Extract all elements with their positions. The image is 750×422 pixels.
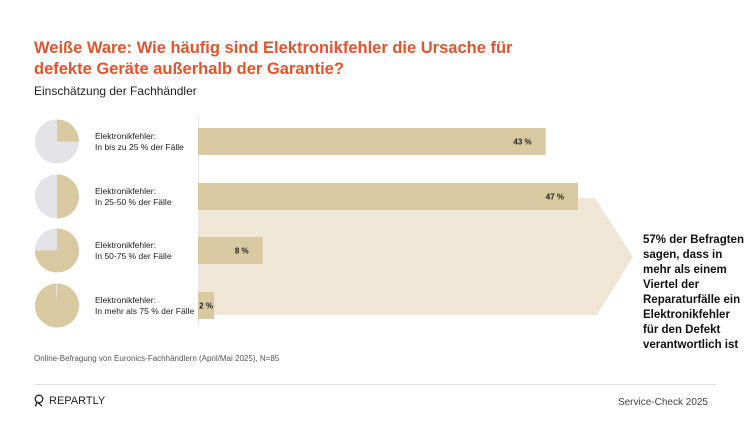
category-label: Elektronikfehler: In mehr als 75 % der Fä… (95, 295, 194, 317)
chart-title: Weiße Ware: Wie häufig sind Elektronikfe… (34, 39, 513, 78)
repartly-logo: REPARTLY (34, 394, 105, 407)
bar (198, 292, 215, 319)
pie-icon-slice (57, 174, 79, 219)
pie-icon-slice (35, 283, 80, 328)
category-label-line: In mehr als 75 % der Fälle (95, 306, 195, 316)
pie-icon-slice (35, 228, 79, 273)
bar (198, 237, 263, 264)
bar (198, 183, 578, 210)
callout-text: 57% der Befragten sagen, dass in mehr al… (643, 234, 744, 351)
bar-chart: 43 % 47 % 8 % 2 % (35, 115, 633, 328)
category-label-line: Elektronikfehler: (95, 295, 156, 305)
footer-brand: Service-Check 2025 (617, 397, 708, 408)
bar-value-label: 47 % (546, 193, 564, 202)
category-label-line: Elektronikfehler: (95, 131, 156, 141)
category-label-line: In bis zu 25 % der Fälle (95, 142, 184, 152)
bar-value-label: 2 % (199, 302, 213, 311)
category-label: Elektronikfehler: In 25-50 % der Fälle (95, 186, 172, 208)
category-label: Elektronikfehler: In bis zu 25 % der Fäll… (95, 131, 184, 153)
logo-text: REPARTLY (49, 394, 106, 407)
divider (34, 384, 716, 385)
summary-arrow (198, 198, 633, 315)
bar (198, 128, 546, 155)
category-label-line: Elektronikfehler: (95, 240, 156, 250)
category-label: Elektronikfehler: In 50-75 % der Fälle (95, 240, 172, 262)
chart-subtitle: Einschätzung der Fachhändler (34, 84, 197, 98)
bar-value-label: 8 % (235, 247, 249, 256)
pie-icon-slice (57, 119, 79, 142)
category-label-line: Elektronikfehler: (95, 186, 156, 196)
category-label-line: In 25-50 % der Fälle (95, 197, 172, 207)
repartly-logo-icon (34, 394, 44, 407)
source-note: Online-Befragung von Euronics-Fachhändle… (34, 354, 280, 363)
bar-value-label: 43 % (513, 138, 531, 147)
category-label-line: In 50-75 % der Fälle (95, 251, 172, 261)
